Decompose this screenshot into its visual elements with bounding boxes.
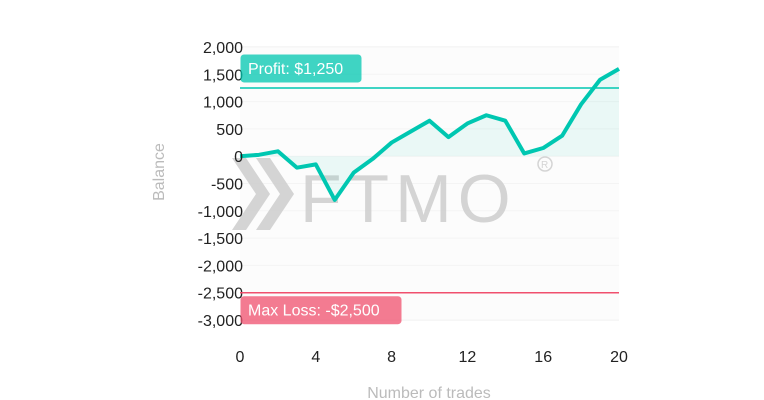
y-tick-label: -500 [211,177,243,194]
plot-background [240,47,619,320]
x-tick-label: 12 [459,349,477,366]
y-tick-label: -1,500 [198,231,243,248]
x-tick-label: 20 [610,349,628,366]
x-axis-label: Number of trades [367,385,491,400]
y-tick-label: -1,000 [198,204,243,221]
balance-line [239,67,620,202]
y-tick-label: -3,000 [198,313,243,330]
max-loss-label: Max Loss: -$2,500 [248,303,380,320]
area-fill [240,68,619,200]
profit-badge [240,54,362,83]
x-tick-label: 0 [236,349,245,366]
y-tick-label: 1,000 [203,95,243,112]
x-tick-label: 4 [311,349,320,366]
svg-text:R: R [541,160,548,171]
y-tick-label: -2,000 [198,258,243,275]
grid [240,46,619,321]
profit-label: Profit: $1,250 [248,61,343,78]
y-tick-label: 1,500 [203,67,243,84]
max-loss-badge [240,296,402,325]
y-tick-label: -2,500 [198,286,243,303]
x-tick-label: 16 [534,349,552,366]
y-tick-label: 0 [234,149,243,166]
y-tick-label: 2,000 [203,40,243,57]
y-tick-label: 500 [216,122,243,139]
x-tick-label: 8 [387,349,396,366]
y-axis-label: Balance [151,143,168,201]
